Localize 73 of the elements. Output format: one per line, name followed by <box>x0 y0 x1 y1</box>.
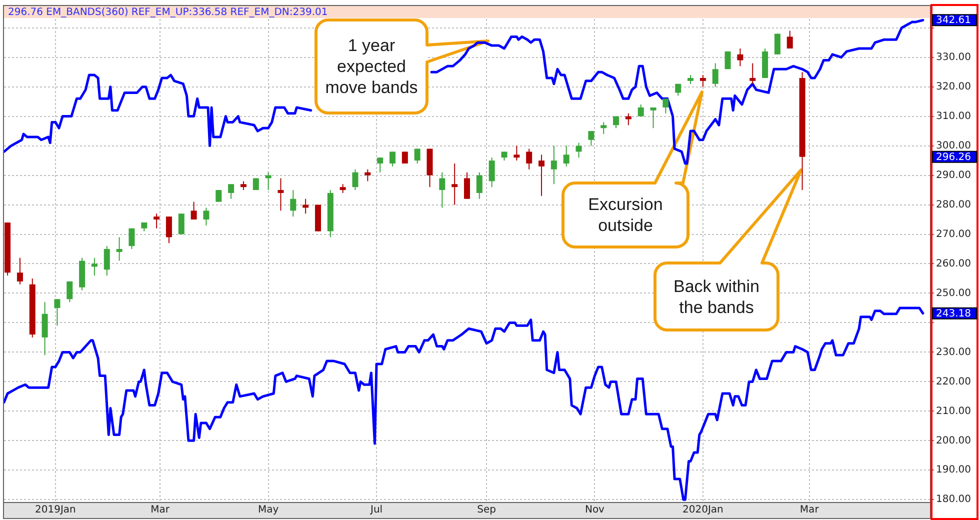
candlestick <box>588 130 594 146</box>
candlestick <box>750 62 756 84</box>
candlestick <box>464 172 470 200</box>
candlestick <box>700 74 706 88</box>
candlestick <box>42 302 48 356</box>
candlestick <box>600 122 607 134</box>
candlestick <box>389 151 396 167</box>
candlestick <box>550 145 557 185</box>
candlestick <box>439 172 446 208</box>
candlestick <box>414 148 420 164</box>
y-tick-label: 320.00 <box>936 81 971 92</box>
y-tick-label: 180.00 <box>936 494 971 506</box>
x-tick-label: Sep <box>477 504 496 516</box>
x-tick-label: Nov <box>584 504 605 516</box>
x-tick-label: 2020Jan <box>682 504 724 516</box>
candlestick <box>712 62 718 88</box>
candlestick <box>203 207 210 226</box>
y-tick-label: 190.00 <box>936 464 971 476</box>
candlestick <box>364 168 371 182</box>
candlestick <box>216 190 222 202</box>
candlestick <box>278 178 284 212</box>
candlestick <box>538 154 545 196</box>
candlestick <box>526 148 532 170</box>
candlestick <box>476 172 482 200</box>
y-tick-label: 260.00 <box>936 258 971 270</box>
x-tick-label: Mar <box>150 504 170 516</box>
x-tick-label: May <box>258 504 279 516</box>
candlestick <box>488 157 495 188</box>
candlestick <box>402 151 408 164</box>
y-tick-label: 220.00 <box>936 376 971 388</box>
y-tick-label: 310.00 <box>936 110 971 122</box>
candlestick <box>190 201 197 220</box>
y-tick-label: 250.00 <box>936 288 971 299</box>
candlestick <box>377 157 384 173</box>
candlestick <box>774 33 780 55</box>
y-tick-label: 270.00 <box>936 228 971 240</box>
candlestick <box>154 213 160 229</box>
y-tick-label: 200.00 <box>936 435 971 446</box>
candlestick <box>128 228 135 250</box>
candlestick <box>662 98 669 114</box>
candlestick <box>290 190 296 218</box>
candlestick <box>228 184 234 200</box>
chart-subtitle: 296.76 EM_BANDS(360) REF_EM_UP:336.58 REF_EM_DN:239.01 <box>8 7 328 18</box>
x-tick-label: 2019Jan <box>35 504 76 516</box>
text: 243.18 <box>936 308 971 320</box>
candlestick <box>91 257 98 276</box>
candlestick <box>66 280 73 303</box>
x-tick-label: Mar <box>800 504 820 516</box>
candlestick <box>737 48 744 67</box>
text: 342.61 <box>936 15 971 26</box>
candlestick <box>638 104 644 117</box>
x-tick-label: Jul <box>369 504 383 516</box>
candlestick <box>514 145 520 162</box>
candlestick <box>178 213 184 235</box>
candlestick <box>452 162 458 206</box>
candlestick <box>352 168 358 191</box>
candlestick <box>16 257 23 285</box>
y-tick-label: 300.00 <box>936 140 971 152</box>
text: 296.26 <box>936 152 971 163</box>
candlestick <box>625 112 632 126</box>
candlestick <box>786 30 793 49</box>
candlestick <box>650 106 656 129</box>
candlestick <box>54 298 60 326</box>
candlestick <box>104 246 110 276</box>
y-tick-label: 330.00 <box>936 52 971 63</box>
candlestick <box>563 145 570 167</box>
candlestick <box>576 142 582 158</box>
candlestick <box>116 236 122 262</box>
candlestick <box>166 216 172 244</box>
y-tick-label: 230.00 <box>936 346 971 358</box>
y-tick-label: 280.00 <box>936 199 971 210</box>
y-tick-label: 290.00 <box>936 170 971 181</box>
y-tick-label: 210.00 <box>936 406 971 417</box>
